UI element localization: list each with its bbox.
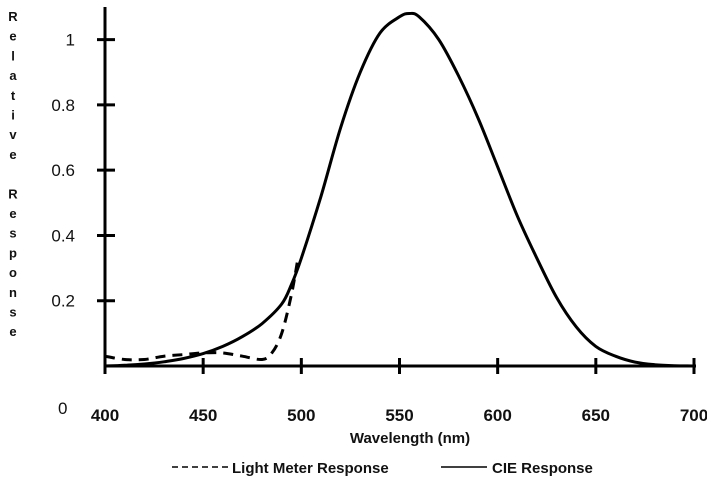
legend: Light Meter Response CIE Response: [172, 460, 593, 477]
x-tick-label: 650: [582, 406, 610, 425]
y-label-letter: R: [8, 186, 18, 201]
x-tick-label: 600: [483, 406, 511, 425]
y-tick-label: 1: [66, 31, 75, 50]
y-label-letter: i: [11, 108, 15, 123]
y-label-letter: s: [9, 305, 16, 320]
x-axis-label: Wavelength (nm): [350, 430, 470, 447]
y-label-letter: l: [11, 48, 15, 63]
y-label-letter: n: [9, 285, 17, 300]
y-label-letter: s: [9, 226, 16, 241]
y-tick-label: 0.8: [51, 96, 75, 115]
y-label-letter: v: [9, 127, 17, 142]
x-tick-label: 700: [680, 406, 707, 425]
light-meter-response-line: [104, 261, 299, 362]
y-label-letter: a: [9, 68, 17, 83]
origin-tick-label: 0: [58, 399, 67, 418]
y-tick-label: 0.4: [51, 226, 75, 245]
y-label-letter: o: [9, 265, 17, 280]
x-tick-label: 550: [385, 406, 413, 425]
x-tick-label: 500: [287, 406, 315, 425]
series-lines: [104, 11, 695, 368]
x-tick-label: 450: [189, 406, 217, 425]
x-tick-label: 400: [91, 406, 119, 425]
cie-response-line: [104, 11, 695, 368]
axes: [103, 7, 696, 368]
y-label-letter: e: [9, 324, 16, 339]
y-label-letter: t: [11, 88, 16, 103]
legend-label-cie-response: CIE Response: [492, 460, 593, 477]
axis-ticks: 400 450 500 550 600 650 700 0.2 0.4 0.6 0.8 1: [51, 31, 707, 425]
y-label-letter: e: [9, 29, 16, 44]
y-tick-label: 0.6: [51, 161, 75, 180]
y-tick-label: 0.2: [51, 292, 75, 311]
y-label-letter: p: [9, 245, 17, 260]
y-label-letter: R: [8, 9, 18, 24]
y-label-letter: e: [9, 206, 16, 221]
y-label-letter: e: [9, 147, 16, 162]
legend-label-light-meter-response: Light Meter Response: [232, 460, 389, 477]
